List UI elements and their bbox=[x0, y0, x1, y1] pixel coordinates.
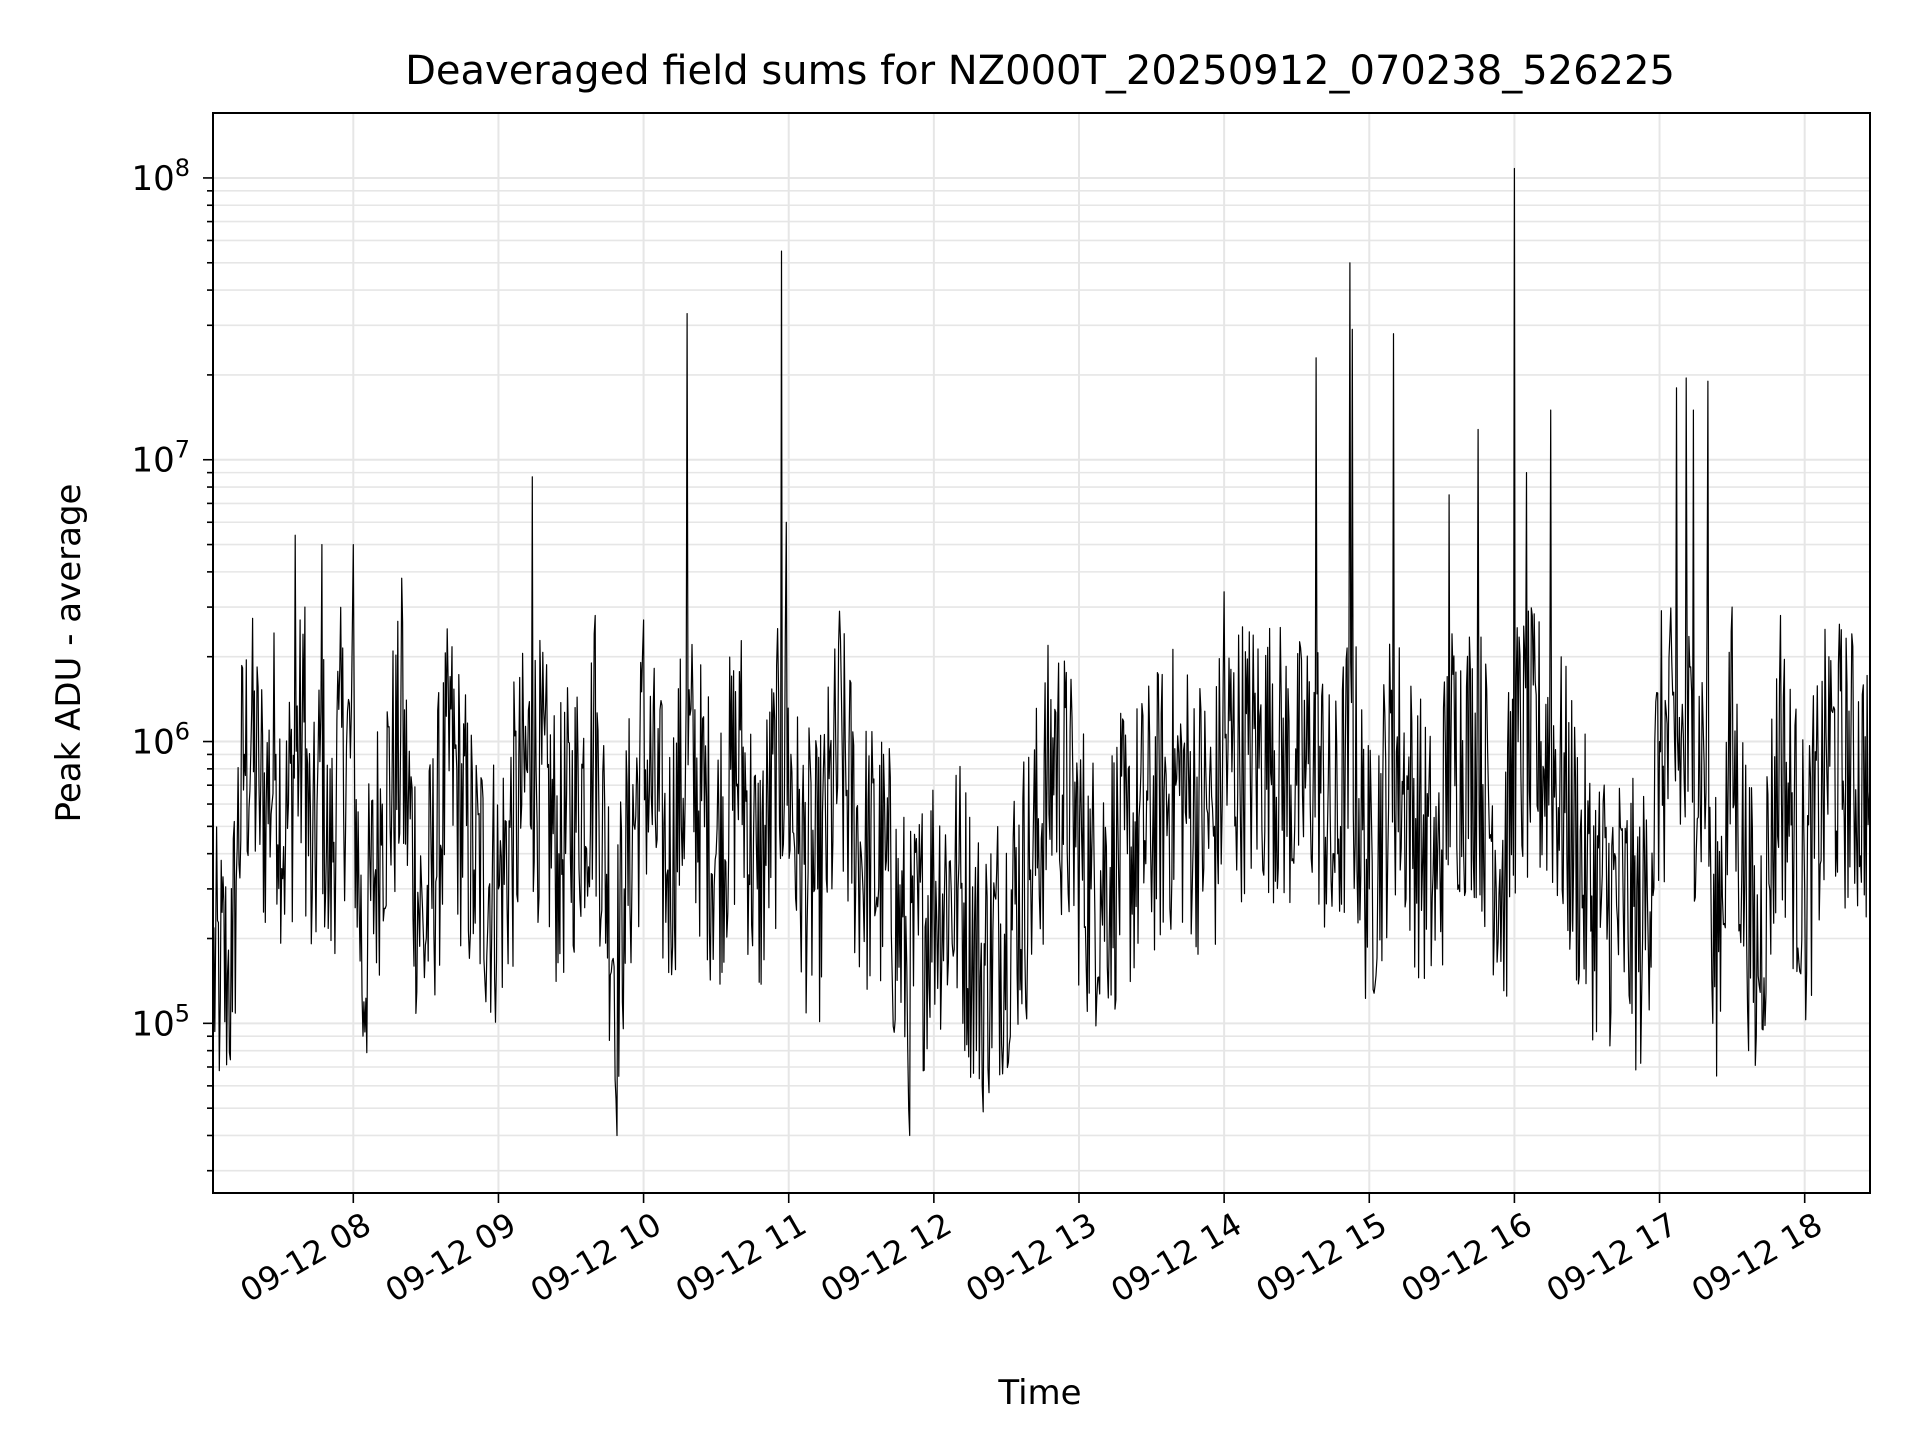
x-tick-label: 09-12 11 bbox=[669, 1205, 813, 1310]
x-axis-label: Time bbox=[997, 1373, 1081, 1413]
data-series bbox=[212, 167, 1871, 1137]
y-tick-label: 107 bbox=[131, 436, 190, 481]
x-axis: 09-12 08 09-12 09 09-12 10 09-12 11 09-12 12… bbox=[234, 1193, 1829, 1310]
x-tick-label: 09-12 17 bbox=[1540, 1205, 1684, 1310]
x-tick-label: 09-12 14 bbox=[1105, 1205, 1249, 1310]
x-tick-label: 09-12 12 bbox=[814, 1205, 958, 1310]
x-tick-label: 09-12 13 bbox=[959, 1205, 1103, 1310]
series-line bbox=[212, 167, 1871, 1137]
y-tick-label: 105 bbox=[131, 999, 190, 1044]
plot-frame bbox=[212, 112, 1871, 1194]
grid bbox=[213, 113, 1870, 1193]
chart-title: Deaveraged field sums for NZ000T_2025091… bbox=[405, 48, 1675, 94]
x-tick-label: 09-12 16 bbox=[1395, 1205, 1539, 1310]
x-tick-label: 09-12 10 bbox=[524, 1205, 668, 1310]
x-tick-label: 09-12 15 bbox=[1250, 1205, 1394, 1310]
x-tick-label: 09-12 18 bbox=[1685, 1205, 1829, 1310]
x-tick-label: 09-12 09 bbox=[379, 1205, 523, 1310]
y-axis: 105 106 107 108 bbox=[131, 154, 213, 1172]
y-tick-label: 108 bbox=[131, 154, 190, 199]
y-axis-label: Peak ADU - average bbox=[49, 484, 89, 823]
x-tick-label: 09-12 08 bbox=[234, 1205, 378, 1310]
y-tick-label: 106 bbox=[131, 718, 190, 763]
